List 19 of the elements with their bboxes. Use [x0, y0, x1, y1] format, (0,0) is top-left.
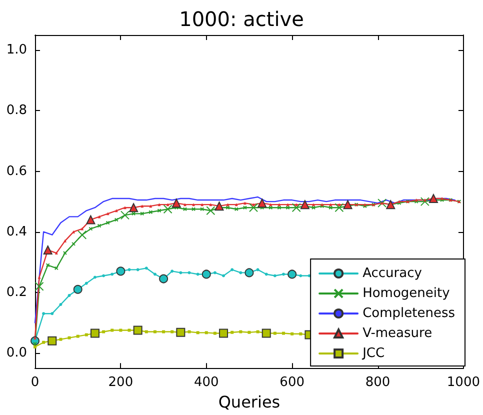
- chart-title: 1000: active: [179, 7, 304, 31]
- y-tick-label: 0.4: [6, 224, 27, 240]
- x-tick-label: 200: [108, 375, 134, 390]
- legend-label: Completeness: [362, 306, 456, 321]
- y-tick-label: 0.0: [6, 345, 27, 360]
- legend-label: JCC: [362, 346, 385, 361]
- x-axis-title: Queries: [218, 392, 280, 412]
- x-tick-label: 800: [365, 375, 390, 390]
- y-tick-label: 0.8: [6, 103, 27, 118]
- y-tick-label: 1.0: [6, 42, 27, 58]
- x-tick-label: 1000: [446, 375, 480, 390]
- y-tick-label: 0.6: [6, 164, 27, 179]
- x-tick-label: 600: [280, 375, 304, 390]
- legend-label: Homogeneity: [362, 286, 450, 301]
- y-tick-label: 0.2: [6, 284, 27, 300]
- legend-label: Accuracy: [362, 266, 422, 281]
- legend-label: V-measure: [362, 326, 432, 341]
- x-tick-label: 400: [194, 375, 219, 390]
- x-tick-label: 0: [30, 375, 40, 390]
